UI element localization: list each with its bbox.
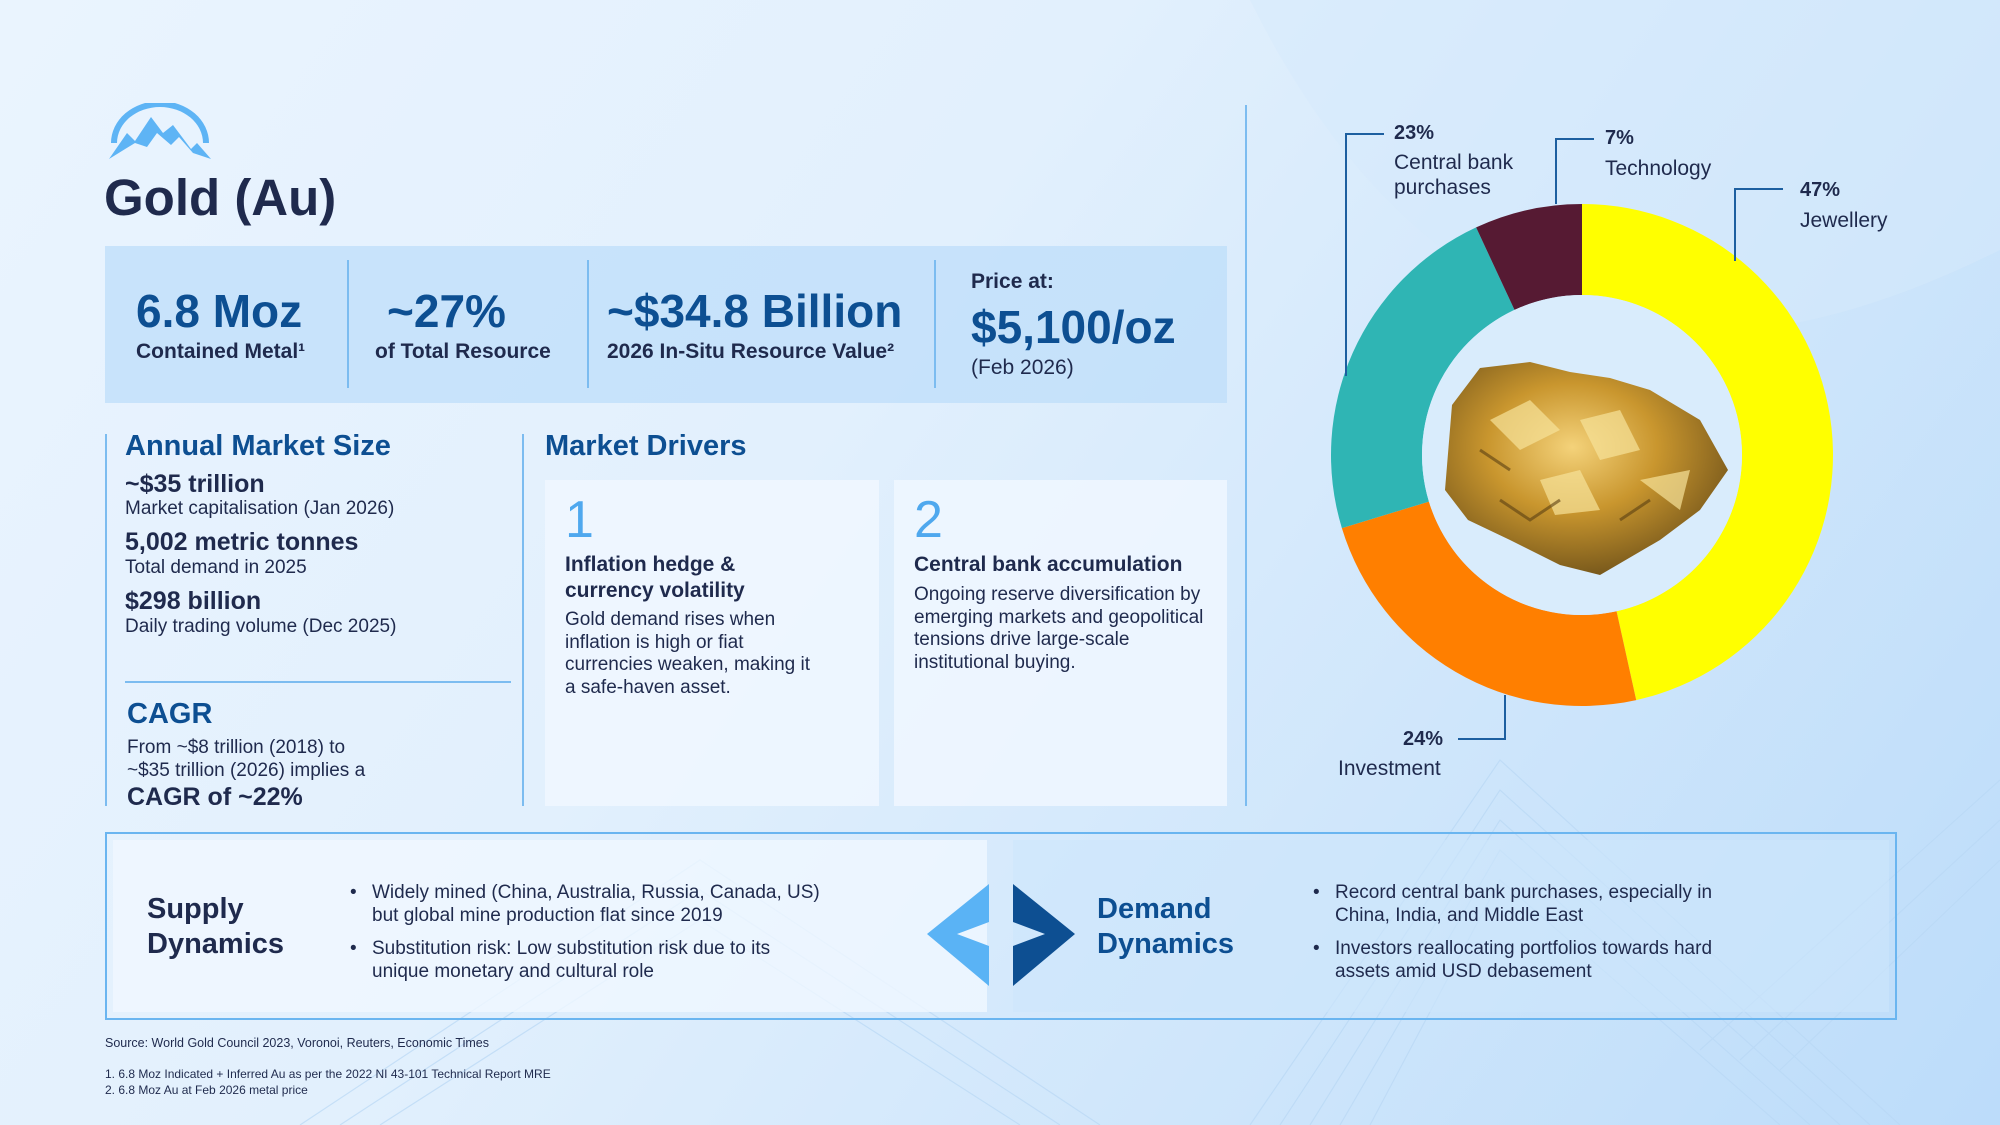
label-technology-pct: 7% (1605, 127, 1634, 149)
trading-volume-label: Daily trading volume (Dec 2025) (125, 616, 397, 637)
driver-number: 2 (914, 491, 943, 549)
page-title: Gold (Au) (104, 169, 337, 226)
market-size-title: Annual Market Size (125, 430, 391, 462)
stat-contained-metal-value: 6.8 Moz (136, 285, 303, 337)
divider (125, 681, 511, 683)
stat-contained-metal-label: Contained Metal¹ (136, 340, 306, 363)
supply-bullet: Widely mined (China, Australia, Russia, … (350, 881, 830, 927)
label-technology-name: Technology (1605, 157, 1712, 180)
divider (105, 434, 107, 806)
cagr-line-1: From ~$8 trillion (2018) to (127, 737, 346, 758)
label-jewellery-pct: 47% (1800, 179, 1841, 201)
footnote-2: 2. 6.8 Moz Au at Feb 2026 metal price (105, 1083, 308, 1097)
market-drivers-title: Market Drivers (545, 430, 747, 462)
label-central-bank-pct: 23% (1394, 122, 1435, 144)
donut-segment-technology (1476, 204, 1582, 310)
demand-bullet: Record central bank purchases, especiall… (1313, 881, 1743, 927)
stat-resource-value-label: 2026 In-Situ Resource Value² (607, 340, 895, 363)
supply-bullet: Substitution risk: Low substitution risk… (350, 937, 810, 983)
demand-title: Demand Dynamics (1097, 892, 1234, 962)
gold-nugget-image (1445, 362, 1728, 575)
market-cap-label: Market capitalisation (Jan 2026) (125, 498, 395, 519)
demand-bullet: Investors reallocating portfolios toward… (1313, 937, 1753, 983)
divider (934, 260, 936, 388)
mountain-logo-icon (109, 103, 211, 159)
driver-title: Inflation hedge & currency volatility (565, 553, 745, 602)
donut-segment-central-bank-purchases (1331, 227, 1515, 529)
leader-line-central-bank (1345, 133, 1384, 376)
stat-resource-share-label: of Total Resource (375, 340, 551, 363)
driver-body: Gold demand rises when inflation is high… (565, 609, 810, 698)
divider (347, 260, 349, 388)
driver-number: 1 (565, 491, 594, 549)
cagr-title: CAGR (127, 698, 213, 730)
cagr-line-2: ~$35 trillion (2026) implies a (127, 760, 366, 781)
demand-title-line: Dynamics (1097, 928, 1235, 960)
driver-card-1: 1 Inflation hedge & currency volatility … (545, 480, 879, 806)
source-note: Source: World Gold Council 2023, Voronoi… (105, 1036, 489, 1050)
donut-segment-investment (1341, 501, 1637, 706)
divider (1245, 105, 1247, 806)
demand-donut-chart (1331, 133, 1834, 740)
demand-title-line: Demand (1097, 893, 1212, 925)
stat-price-date: (Feb 2026) (971, 356, 1074, 379)
donut-segment-jewellery (1582, 204, 1834, 701)
label-central-bank-name: Central bank purchases (1394, 151, 1514, 199)
divider (522, 434, 524, 806)
price-prefix: Price at: (971, 270, 1054, 293)
supply-demand-arrows-icon (927, 884, 1075, 986)
supply-title: Supply Dynamics (147, 892, 284, 962)
supply-title-line: Dynamics (147, 928, 285, 960)
total-demand-label: Total demand in 2025 (125, 557, 307, 578)
total-demand-value: 5,002 metric tonnes (125, 528, 359, 556)
label-investment-name: Investment (1338, 757, 1441, 780)
divider (587, 260, 589, 388)
driver-body: Ongoing reserve diversification by emerg… (914, 584, 1204, 673)
label-investment-pct: 24% (1403, 728, 1444, 750)
label-jewellery-name: Jewellery (1800, 209, 1888, 232)
cagr-result: CAGR of ~22% (127, 783, 303, 811)
stat-resource-value: ~$34.8 Billion (607, 285, 903, 337)
leader-line-jewellery (1734, 188, 1783, 261)
trading-volume-value: $298 billion (125, 587, 262, 615)
driver-card-2: 2 Central bank accumulation Ongoing rese… (894, 480, 1227, 806)
supply-title-line: Supply (147, 893, 244, 925)
stat-resource-share-value: ~27% (387, 285, 506, 337)
key-stats-band: 6.8 Moz Contained Metal¹ ~27% of Total R… (105, 246, 1227, 403)
market-cap-value: ~$35 trillion (125, 470, 265, 498)
stat-price-value: $5,100/oz (971, 301, 1176, 353)
footnote-1: 1. 6.8 Moz Indicated + Inferred Au as pe… (105, 1067, 551, 1081)
driver-title: Central bank accumulation (914, 553, 1183, 576)
leader-line-technology (1555, 138, 1594, 204)
leader-line-investment (1458, 695, 1506, 740)
